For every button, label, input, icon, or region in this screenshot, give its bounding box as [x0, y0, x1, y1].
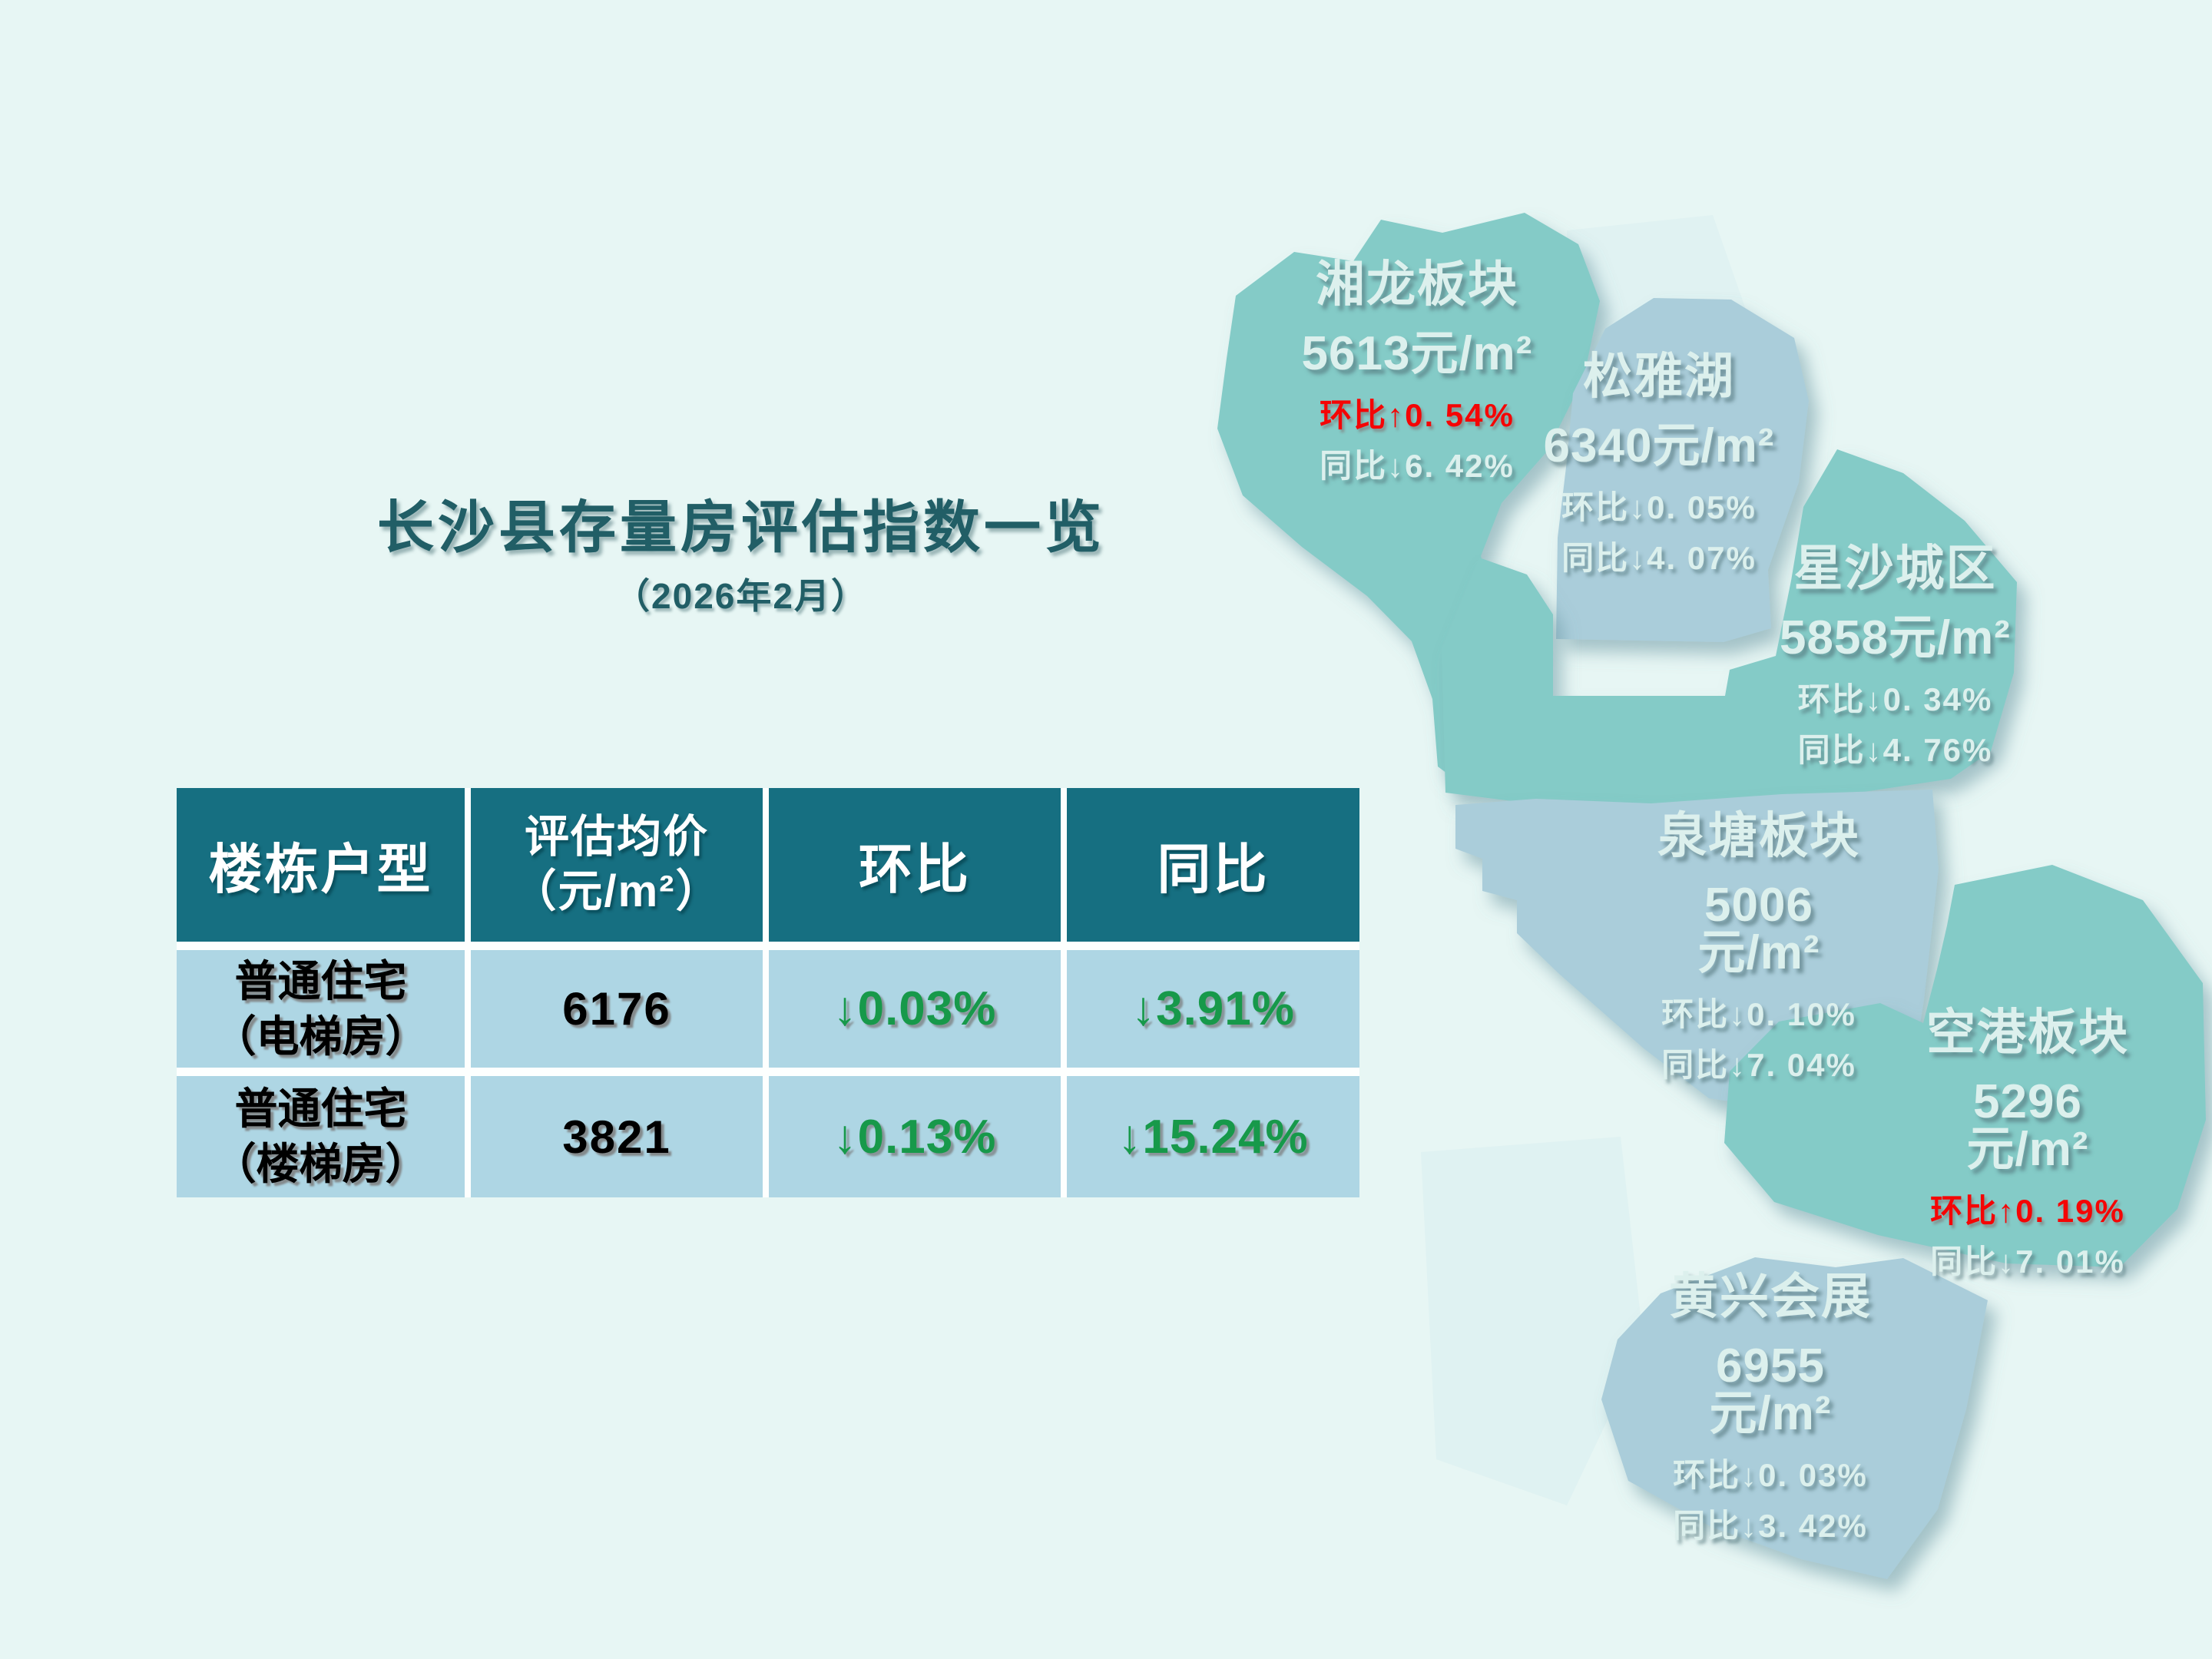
- row2-type-line2: （楼梯房）: [213, 1140, 429, 1188]
- row2-type-line1: 普通住宅: [234, 1084, 407, 1134]
- region-shape-xingsha: [1442, 449, 2017, 806]
- row1-type-line1: 普通住宅: [234, 956, 407, 1005]
- region-price: 5296元/m²: [1966, 1075, 2089, 1176]
- page-subtitle: （2026年2月）: [614, 575, 868, 616]
- background-wash-bottom: [1421, 1137, 1644, 1505]
- region-price: 6955元/m²: [1709, 1339, 1832, 1440]
- table-header-price-line1: 评估均价: [524, 812, 709, 863]
- region-label-xingsha: 星沙城区 5858元/m² 环比↓0. 34% 同比↓4. 76%: [1763, 544, 2028, 767]
- region-mom: 环比↑0. 19%: [1930, 1193, 2125, 1229]
- table-header-price-line2: （元/m²）: [512, 866, 722, 916]
- table-header-price: 评估均价 （元/m²）: [471, 788, 763, 942]
- title-block: 长沙县存量房评估指数一览 （2026年2月）: [323, 498, 1160, 619]
- region-name: 空港板块: [1926, 1005, 2129, 1060]
- region-mom: 环比↓0. 34%: [1797, 681, 1993, 717]
- region-shape-konggang: [1724, 865, 2206, 1267]
- region-price: 5006元/m²: [1697, 879, 1820, 979]
- table-row-type: 普通住宅 （楼梯房）: [177, 1076, 465, 1197]
- table-row-price: 6176: [471, 950, 763, 1068]
- region-label-huangxing: 黄兴会展 6955元/m² 环比↓0. 03% 同比↓3. 42%: [1655, 1272, 1886, 1542]
- table-row-mom: ↓0.03%: [769, 950, 1061, 1068]
- region-name: 星沙城区: [1793, 541, 1997, 596]
- region-label-quantang: 泉塘板块 5006元/m² 环比↓0. 10% 同比↓7. 04%: [1644, 811, 1874, 1081]
- region-shape-songyahu: [1556, 298, 1809, 642]
- table-header-yoy: 同比: [1067, 788, 1359, 942]
- region-price: 5613元/m²: [1301, 327, 1533, 380]
- region-label-songyahu: 松雅湖 6340元/m² 环比↓0. 05% 同比↓4. 07%: [1540, 352, 1778, 575]
- region-mom: 环比↑0. 54%: [1320, 397, 1515, 433]
- price-table: 楼栋户型 评估均价 （元/m²） 环比 同比 普通住宅 （电梯房） 6176 ↓…: [177, 788, 1359, 1197]
- region-mom: 环比↓0. 05%: [1561, 489, 1757, 525]
- table-header-mom: 环比: [769, 788, 1061, 942]
- region-yoy: 同比↓4. 76%: [1797, 732, 1993, 768]
- region-yoy: 同比↓6. 42%: [1320, 448, 1515, 484]
- table-row-price: 3821: [471, 1076, 763, 1197]
- region-yoy: 同比↓7. 04%: [1661, 1047, 1856, 1083]
- region-price: 6340元/m²: [1543, 419, 1775, 472]
- table-row-yoy: ↓15.24%: [1067, 1076, 1359, 1197]
- region-yoy: 同比↓4. 07%: [1561, 540, 1757, 576]
- region-shape-xianglong: [1217, 213, 1600, 778]
- region-name: 黄兴会展: [1669, 1269, 1872, 1324]
- region-price: 5858元/m²: [1780, 611, 2011, 664]
- region-mom: 环比↓0. 03%: [1673, 1457, 1868, 1493]
- table-row-mom: ↓0.13%: [769, 1076, 1061, 1197]
- table-row-type: 普通住宅 （电梯房）: [177, 950, 465, 1068]
- region-yoy: 同比↓3. 42%: [1673, 1508, 1868, 1544]
- region-label-konggang: 空港板块 5296元/m² 环比↑0. 19% 同比↓7. 01%: [1912, 1008, 2143, 1278]
- row1-type-line2: （电梯房）: [213, 1012, 429, 1061]
- region-shape-huangxing: [1601, 1257, 1988, 1579]
- region-mom: 环比↓0. 10%: [1661, 996, 1856, 1032]
- page-title: 长沙县存量房评估指数一览: [377, 495, 1105, 559]
- table-header-type: 楼栋户型: [177, 788, 465, 942]
- region-label-xianglong: 湘龙板块 5613元/m² 环比↑0. 54% 同比↓6. 42%: [1290, 260, 1544, 482]
- region-name: 湘龙板块: [1316, 257, 1518, 312]
- table-row-yoy: ↓3.91%: [1067, 950, 1359, 1068]
- region-yoy: 同比↓7. 01%: [1930, 1243, 2125, 1280]
- region-name: 松雅湖: [1583, 349, 1735, 404]
- region-name: 泉塘板块: [1657, 808, 1860, 863]
